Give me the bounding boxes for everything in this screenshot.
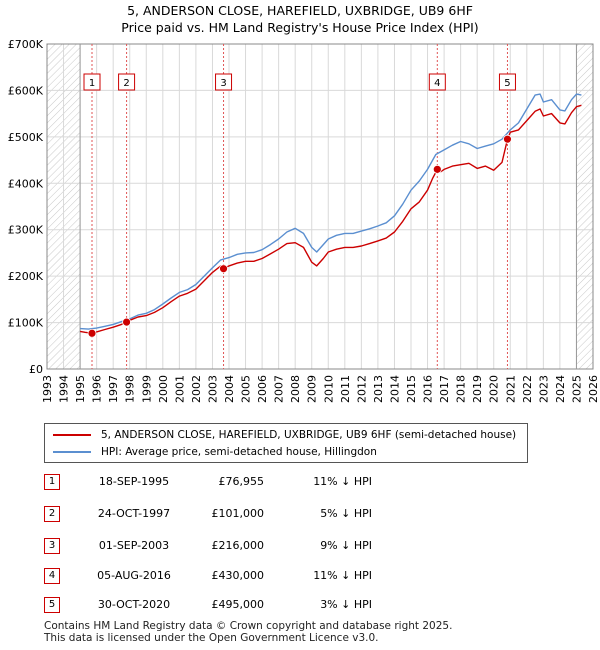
y-tick-label: £500K <box>8 131 44 144</box>
sale-marker-label: 4 <box>434 78 440 89</box>
x-tick-label: 2017 <box>438 375 451 403</box>
x-tick-label: 2020 <box>488 375 501 403</box>
legend-swatch-property <box>53 434 91 436</box>
legend-swatch-hpi <box>53 451 91 453</box>
sale-date: 30-OCT-2020 <box>97 598 171 611</box>
x-tick-label: 2005 <box>240 375 253 403</box>
x-tick-label: 1998 <box>124 375 137 403</box>
x-tick-label: 2015 <box>405 375 418 403</box>
sale-number-badge: 1 <box>44 474 60 490</box>
sale-date: 18-SEP-1995 <box>98 475 170 488</box>
footer-line-2: This data is licensed under the Open Gov… <box>44 632 379 644</box>
x-tick-label: 2006 <box>256 375 269 403</box>
x-tick-label: 1993 <box>41 375 54 403</box>
x-tick-label: 2026 <box>587 375 600 403</box>
sale-marker-label: 1 <box>89 78 95 89</box>
x-tick-label: 2016 <box>422 375 435 403</box>
sale-row: 2 24-OCT-1997 £101,000 5% ↓ HPI <box>44 506 544 524</box>
legend-item-property: 5, ANDERSON CLOSE, HAREFIELD, UXBRIDGE, … <box>53 427 516 443</box>
sale-date: 05-AUG-2016 <box>97 569 171 582</box>
sale-row: 4 05-AUG-2016 £430,000 11% ↓ HPI <box>44 568 544 586</box>
chart-title: 5, ANDERSON CLOSE, HAREFIELD, UXBRIDGE, … <box>127 3 473 18</box>
x-tick-label: 2004 <box>223 375 236 403</box>
legend: 5, ANDERSON CLOSE, HAREFIELD, UXBRIDGE, … <box>44 423 528 463</box>
sale-marker-label: 2 <box>123 78 129 89</box>
x-tick-label: 2023 <box>537 375 550 403</box>
x-tick-label: 1999 <box>140 375 153 403</box>
sale-row: 3 01-SEP-2003 £216,000 9% ↓ HPI <box>44 538 544 556</box>
sale-date: 01-SEP-2003 <box>98 539 170 552</box>
sale-marker-box <box>215 73 233 91</box>
sale-point <box>87 328 97 338</box>
y-tick-label: £0 <box>29 363 43 376</box>
x-tick-label: 2010 <box>322 375 335 403</box>
y-tick-label: £400K <box>8 177 44 190</box>
x-tick-label: 2024 <box>554 375 567 403</box>
x-tick-label: 2001 <box>173 375 186 403</box>
x-tick-label: 2008 <box>289 375 302 403</box>
y-tick-label: £200K <box>8 270 44 283</box>
x-tick-label: 2019 <box>471 375 484 403</box>
sale-hpi-diff: 5% ↓ HPI <box>320 507 372 520</box>
sale-number-badge: 2 <box>44 506 60 522</box>
sale-row: 1 18-SEP-1995 £76,955 11% ↓ HPI <box>44 474 544 492</box>
x-tick-label: 2002 <box>190 375 203 403</box>
plot-frame <box>46 43 594 370</box>
x-tick-label: 1994 <box>58 375 71 403</box>
x-tick-label: 1996 <box>91 375 104 403</box>
x-tick-label: 1997 <box>107 375 120 403</box>
x-tick-label: 2011 <box>339 375 352 403</box>
sale-date: 24-OCT-1997 <box>97 507 171 520</box>
y-tick-label: £700K <box>8 38 44 51</box>
y-tick-label: £600K <box>8 84 44 97</box>
sale-marker-box <box>118 73 136 91</box>
sale-price: £495,000 <box>211 598 265 611</box>
sale-number-badge: 3 <box>44 538 60 554</box>
sale-marker-box <box>83 73 101 91</box>
sale-hpi-diff: 9% ↓ HPI <box>320 539 372 552</box>
y-tick-label: £300K <box>8 224 44 237</box>
x-tick-label: 2007 <box>273 375 286 403</box>
sale-price: £76,955 <box>218 475 265 488</box>
x-tick-label: 2014 <box>388 375 401 403</box>
x-tick-label: 2009 <box>306 375 319 403</box>
y-tick-label: £100K <box>8 317 44 330</box>
sale-marker-box <box>428 73 446 91</box>
sale-marker-label: 5 <box>504 78 510 89</box>
chart-title-block: 5, ANDERSON CLOSE, HAREFIELD, UXBRIDGE, … <box>0 2 600 36</box>
x-tick-label: 2018 <box>455 375 468 403</box>
sale-price: £101,000 <box>211 507 265 520</box>
legend-item-hpi: HPI: Average price, semi-detached house,… <box>53 444 377 460</box>
sale-row: 5 30-OCT-2020 £495,000 3% ↓ HPI <box>44 597 544 615</box>
x-tick-label: 1995 <box>74 375 87 403</box>
sale-price: £216,000 <box>211 539 265 552</box>
sale-point <box>219 264 228 274</box>
sale-point <box>122 317 131 327</box>
legend-label-property: 5, ANDERSON CLOSE, HAREFIELD, UXBRIDGE, … <box>101 429 517 441</box>
legend-label-hpi: HPI: Average price, semi-detached house,… <box>101 446 377 458</box>
hpi-line <box>80 93 582 330</box>
footer-attribution: Contains HM Land Registry data © Crown c… <box>44 620 452 644</box>
sale-number-badge: 4 <box>44 568 60 584</box>
sale-marker-box <box>498 73 516 91</box>
sale-marker-label: 3 <box>220 78 226 89</box>
x-tick-label: 2003 <box>206 375 219 403</box>
sale-price: £430,000 <box>211 569 265 582</box>
sale-number-badge: 5 <box>44 597 60 613</box>
sale-hpi-diff: 11% ↓ HPI <box>313 569 372 582</box>
sale-hpi-diff: 11% ↓ HPI <box>313 475 372 488</box>
sale-point <box>432 164 442 174</box>
footer-line-1: Contains HM Land Registry data © Crown c… <box>44 620 453 632</box>
x-tick-label: 2021 <box>504 375 517 403</box>
chart-subtitle: Price paid vs. HM Land Registry's House … <box>121 20 479 35</box>
x-tick-label: 2022 <box>521 375 534 403</box>
sale-point <box>503 134 512 144</box>
hatched-region <box>576 44 593 369</box>
price-chart: 1993 1994 1995 1996 1997 1998 1999 2000 2001 2002… <box>8 38 600 403</box>
x-tick-label: 2025 <box>570 375 583 403</box>
x-tick-label: 2012 <box>355 375 368 403</box>
x-tick-label: 2000 <box>157 375 170 403</box>
sale-hpi-diff: 3% ↓ HPI <box>320 598 372 611</box>
x-tick-label: 2013 <box>372 375 385 403</box>
